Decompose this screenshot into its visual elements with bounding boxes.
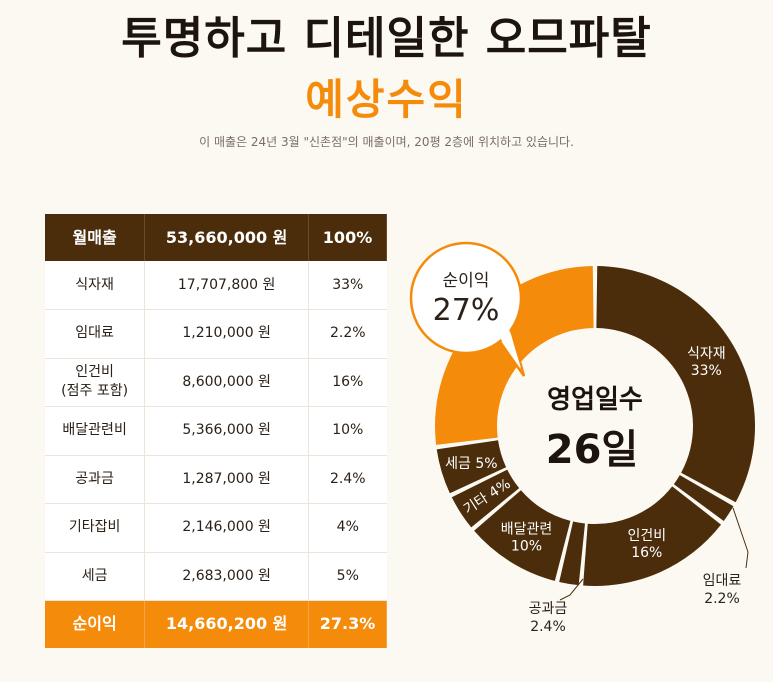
- center-label: 영업일수: [547, 385, 643, 415]
- row-amount: 2,683,000 원: [144, 552, 310, 601]
- page-title: 투명하고 디테일한 오므파탈: [121, 13, 652, 64]
- page-subtitle: 예상수익: [305, 75, 468, 124]
- donut-slice-4: [474, 490, 571, 581]
- row-percent: 33%: [308, 261, 387, 310]
- row-amount: 5,366,000 원: [144, 406, 310, 456]
- center-value: 26일: [546, 427, 638, 473]
- table-row: 세금 2,683,000 원 5%: [45, 552, 387, 601]
- donut-slice-2: [583, 486, 722, 586]
- row-label: 기타잡비: [45, 503, 146, 553]
- row-amount: 8,600,000 원: [144, 358, 310, 407]
- donut-slice-5: [451, 469, 520, 528]
- row-label: 인건비 (점주 포함): [45, 358, 146, 407]
- row-label: 식자재: [45, 261, 146, 310]
- donut-slice-6: [436, 440, 507, 494]
- head-amount: 53,660,000 원: [144, 214, 310, 261]
- table-foot-row: 순이익 14,660,200 원 27.3%: [45, 600, 387, 648]
- slice-label-0: 식자재 33%: [687, 346, 726, 379]
- row-percent: 4%: [308, 503, 387, 553]
- slice-label-4: 배달관련 10%: [501, 521, 553, 554]
- slice-label-1: 임대료 2.2%: [703, 573, 742, 607]
- table-head-row: 월매출 53,660,000 원 100%: [45, 214, 387, 261]
- foot-label: 순이익: [45, 600, 146, 648]
- row-amount: 1,210,000 원: [144, 309, 310, 359]
- row-amount: 2,146,000 원: [144, 503, 310, 553]
- row-percent: 16%: [308, 358, 387, 407]
- slice-leader-1: [732, 507, 749, 569]
- head-percent: 100%: [308, 214, 387, 261]
- row-percent: 2.2%: [308, 309, 387, 359]
- head-label: 월매출: [45, 214, 146, 261]
- row-label: 배달관련비: [45, 406, 146, 456]
- row-label: 세금: [45, 552, 146, 601]
- table-row: 인건비 (점주 포함) 8,600,000 원 16%: [45, 358, 387, 407]
- row-label-line1: 인건비: [75, 364, 114, 381]
- row-label: 임대료: [45, 309, 146, 359]
- donut-slice-3: [559, 521, 585, 586]
- slice-leader-3: [559, 578, 584, 601]
- slice-label-6: 세금 5%: [445, 456, 497, 472]
- callout-circle: [409, 241, 523, 355]
- row-label-line2: (점주 포함): [61, 383, 129, 400]
- slice-label-2: 인건비 16%: [627, 528, 666, 561]
- foot-percent: 27.3%: [308, 600, 387, 648]
- row-percent: 2.4%: [308, 455, 387, 504]
- table-row: 공과금 1,287,000 원 2.4%: [45, 455, 387, 504]
- donut-chart: 식자재 33%임대료 2.2%인건비 16%공과금 2.4%배달관련 10%기타 4%세금…: [409, 241, 755, 635]
- table-row: 식자재 17,707,800 원 33%: [45, 261, 387, 310]
- callout-name: 순이익: [443, 271, 490, 291]
- callout-value: 27%: [433, 293, 500, 328]
- row-percent: 5%: [308, 552, 387, 601]
- table-row: 임대료 1,210,000 원 2.2%: [45, 309, 387, 359]
- foot-amount: 14,660,200 원: [144, 600, 310, 648]
- revenue-table: 월매출 53,660,000 원 100% 식자재 17,707,800 원 3…: [45, 214, 387, 648]
- table-row: 기타잡비 2,146,000 원 4%: [45, 503, 387, 553]
- slice-label-3: 공과금 2.4%: [529, 601, 568, 635]
- table-row: 배달관련비 5,366,000 원 10%: [45, 406, 387, 456]
- callout-tail-fill: [498, 329, 521, 368]
- page-note: 이 매출은 24년 3월 "신촌점"의 매출이며, 20평 2층에 위치하고 있…: [199, 135, 574, 149]
- row-amount: 1,287,000 원: [144, 455, 310, 504]
- donut-slice-1: [673, 475, 734, 522]
- row-label: 공과금: [45, 455, 146, 504]
- row-percent: 10%: [308, 406, 387, 456]
- donut-slice-0: [596, 266, 755, 503]
- row-amount: 17,707,800 원: [144, 261, 310, 310]
